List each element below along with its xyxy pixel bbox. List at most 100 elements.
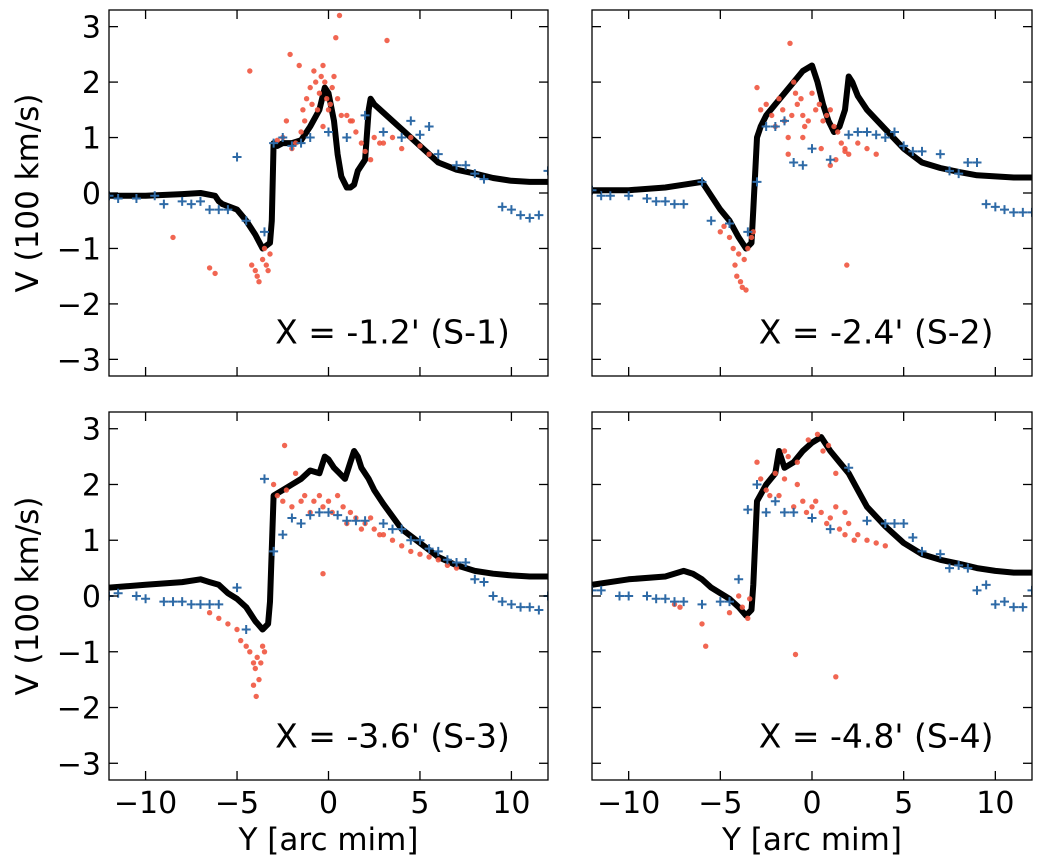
observed-plus-point: [1018, 602, 1028, 612]
y-tick-label: −3: [57, 747, 101, 782]
y-tick-label: −2: [57, 288, 101, 323]
observed-dot-point: [250, 682, 257, 688]
observed-plus-point: [789, 507, 799, 517]
observed-plus-point: [825, 524, 835, 534]
observed-dot-point: [745, 615, 751, 621]
observed-plus-point: [770, 121, 780, 131]
observed-plus-point: [853, 127, 863, 137]
observed-dot-point: [314, 107, 321, 113]
observed-dot-point: [256, 676, 262, 683]
x-tick-label: 0: [802, 786, 821, 821]
observed-dot-point: [844, 262, 850, 268]
observed-dot-point: [320, 123, 326, 130]
observed-dot-point: [846, 520, 852, 527]
observed-plus-point: [205, 599, 215, 609]
observed-plus-point: [981, 199, 991, 209]
observed-plus-point: [424, 544, 434, 554]
observed-plus-point: [624, 191, 634, 201]
x-tick-label: −10: [597, 786, 660, 821]
observed-dot-point: [329, 84, 335, 91]
observed-plus-point: [534, 210, 544, 220]
observed-plus-point: [651, 196, 661, 206]
observed-plus-point: [543, 166, 548, 176]
observed-dot-point: [281, 442, 288, 449]
observed-dot-point: [408, 134, 414, 141]
observed-plus-point: [506, 205, 516, 215]
observed-plus-point: [761, 121, 771, 131]
y-axis-label: V (100 km/s): [10, 93, 46, 292]
observed-dot-point: [453, 565, 460, 571]
observed-dot-point: [250, 660, 257, 666]
observed-plus-point: [945, 563, 954, 573]
observed-dot-point: [785, 453, 791, 460]
observed-dot-point: [320, 571, 326, 577]
observed-plus-point: [945, 166, 954, 176]
observed-plus-point: [990, 202, 1000, 212]
observed-dot-point: [371, 526, 377, 532]
observed-plus-point: [651, 594, 661, 604]
plot-area: [109, 442, 548, 700]
observed-plus-point: [981, 580, 991, 590]
model-velocity-line: [592, 434, 1032, 619]
observed-dot-point: [785, 151, 791, 157]
observed-dot-point: [334, 96, 341, 102]
observed-plus-point: [470, 169, 480, 179]
observed-dot-point: [677, 604, 683, 610]
observed-plus-point: [159, 597, 169, 607]
observed-dot-point: [721, 223, 727, 229]
y-tick-label: 3: [82, 413, 101, 448]
observed-dot-point: [216, 615, 222, 621]
observed-dot-point: [302, 492, 308, 499]
observed-dot-point: [283, 118, 290, 124]
x-tick-label: −5: [215, 786, 259, 821]
observed-plus-point: [488, 591, 498, 601]
observed-plus-point: [963, 563, 973, 573]
observed-dot-point: [270, 481, 277, 488]
observed-dot-point: [320, 504, 326, 510]
observed-dot-point: [855, 532, 861, 538]
observed-dot-point: [803, 509, 810, 516]
observed-dot-point: [745, 245, 751, 252]
observed-dot-point: [787, 40, 793, 46]
observed-plus-point: [525, 602, 535, 612]
observed-plus-point: [433, 546, 443, 556]
observed-dot-point: [789, 112, 795, 119]
observed-plus-point: [214, 599, 224, 609]
observed-dot-point: [827, 162, 833, 168]
observed-plus-point: [917, 546, 927, 556]
observed-dot-point: [367, 515, 374, 521]
observed-dot-point: [769, 112, 775, 119]
observed-dot-point: [791, 79, 797, 85]
observed-dot-point: [743, 287, 749, 293]
observed-dot-point: [781, 448, 788, 454]
observed-plus-point: [388, 524, 398, 534]
observed-dot-point: [805, 437, 811, 443]
observed-dot-point: [206, 265, 213, 271]
observed-dot-point: [827, 515, 833, 521]
observed-plus-point: [141, 594, 151, 604]
observed-dot-point: [785, 134, 791, 141]
observed-plus-point: [880, 133, 890, 143]
observed-plus-point: [844, 463, 854, 473]
observed-dot-point: [212, 270, 218, 277]
observed-plus-point: [670, 199, 679, 209]
observed-plus-point: [670, 597, 679, 607]
observed-plus-point: [269, 546, 279, 556]
observed-plus-point: [780, 507, 789, 517]
observed-plus-point: [935, 549, 945, 559]
observed-plus-point: [697, 177, 707, 187]
x-tick-label: 10: [976, 786, 1014, 821]
observed-plus-point: [798, 160, 808, 170]
y-tick-label: −1: [57, 232, 101, 267]
y-tick-label: 2: [82, 66, 101, 101]
observed-dot-point: [324, 96, 330, 102]
y-tick-label: 1: [82, 524, 101, 559]
panel-annotation: X = -1.2' (S-1): [275, 313, 510, 352]
observed-dot-point: [816, 101, 822, 108]
observed-plus-point: [406, 116, 416, 126]
observed-plus-point: [452, 558, 462, 568]
observed-dot-point: [730, 245, 736, 252]
observed-plus-point: [305, 133, 315, 143]
observed-dot-point: [736, 593, 742, 599]
observed-dot-point: [736, 251, 742, 257]
